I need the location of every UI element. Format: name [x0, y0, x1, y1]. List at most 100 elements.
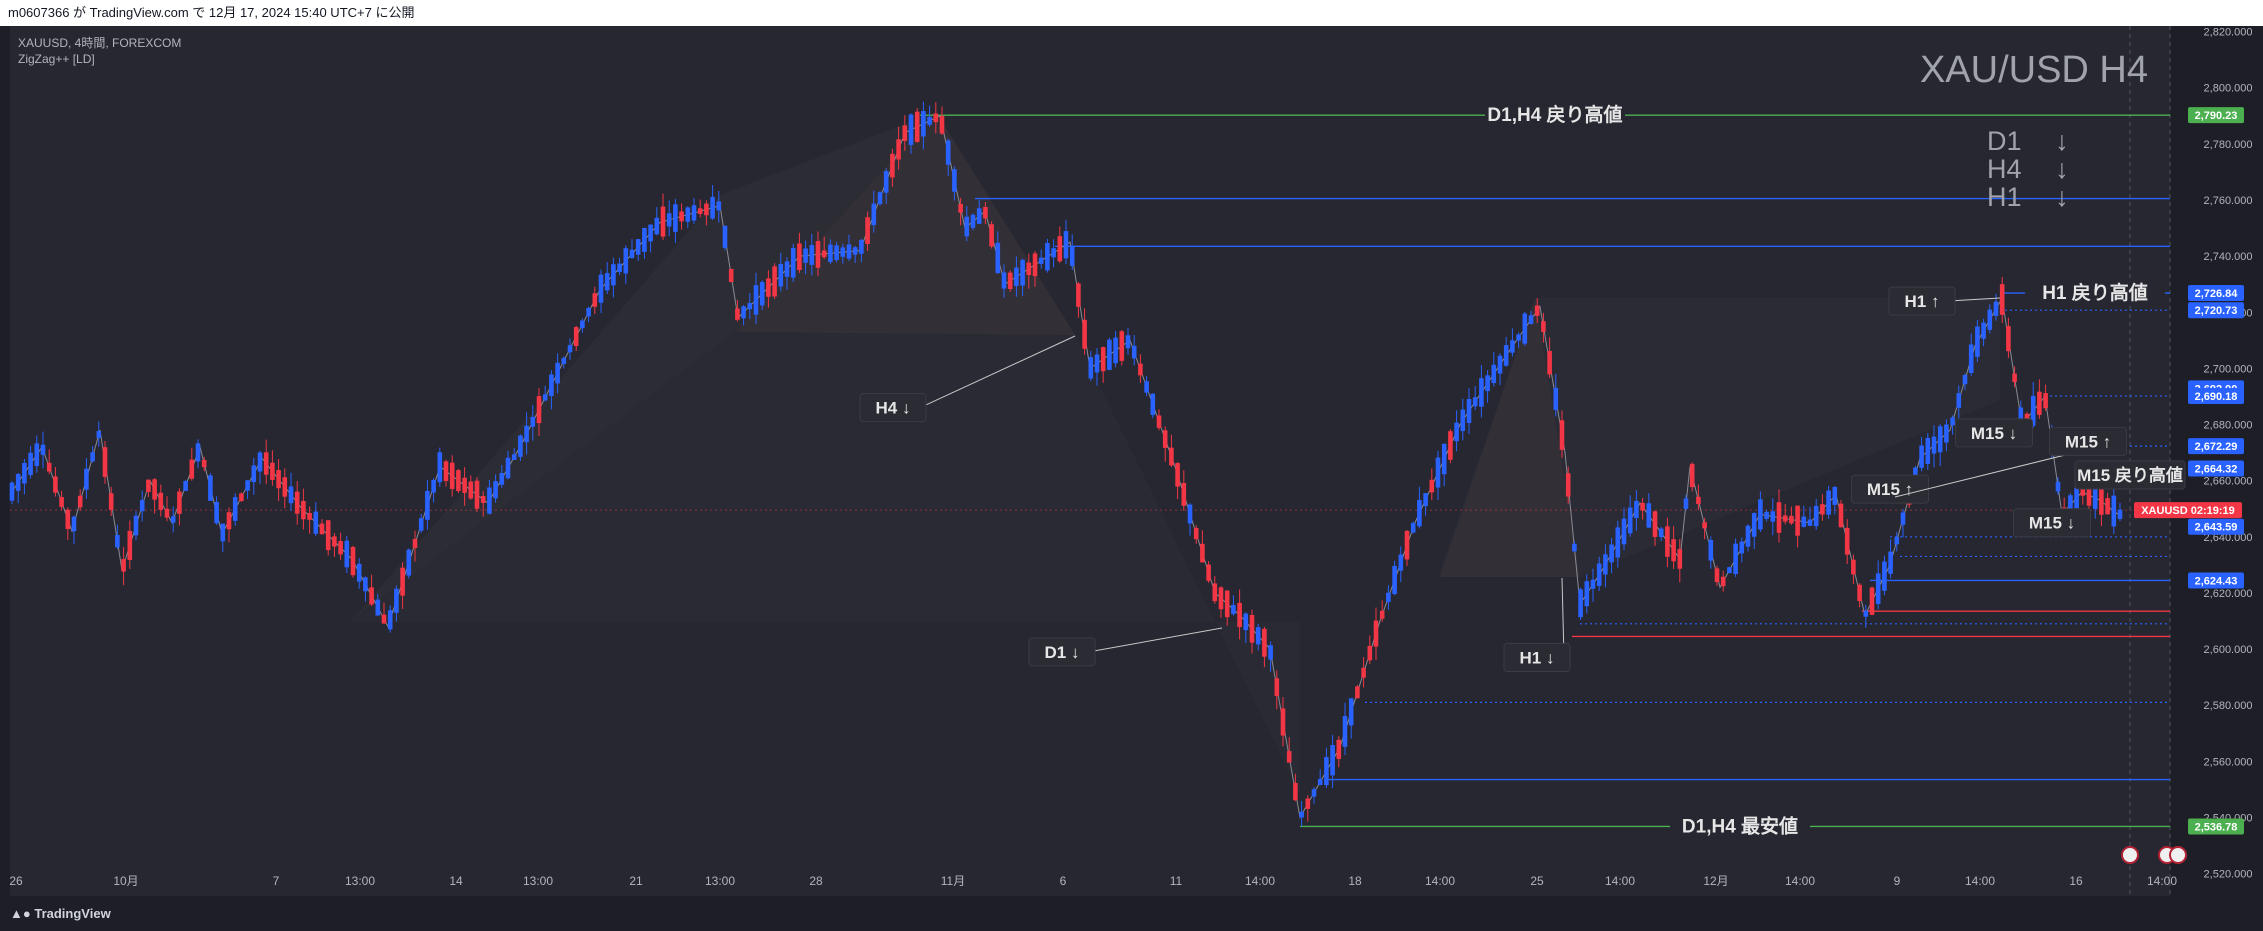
candle-body — [1243, 613, 1249, 631]
price-tag-label: XAUUSD 02:19:19 — [2141, 505, 2235, 517]
candle-body — [1528, 315, 1534, 324]
candle-body — [1782, 515, 1788, 522]
candle-body — [437, 452, 443, 483]
x-tick-label: 10月 — [113, 874, 138, 888]
zigzag-zone — [1438, 298, 2000, 577]
zigzag-zone — [736, 112, 1075, 335]
candle-body — [1770, 511, 1776, 522]
us-flag-event-icon — [2121, 846, 2139, 864]
symbol-info[interactable]: XAUUSD, 4時間, FOREXCOM — [18, 36, 182, 50]
candle-body — [1807, 519, 1813, 526]
candle-body — [1336, 739, 1342, 759]
summary-arrow: ↓ — [2055, 182, 2069, 212]
candle-body — [1590, 579, 1596, 589]
candle-body — [1392, 565, 1397, 595]
y-tick-label: 2,580.000 — [2204, 700, 2253, 712]
x-tick-label: 25 — [1530, 874, 1544, 888]
candle-body — [691, 205, 697, 221]
x-tick-label: 16 — [2069, 874, 2083, 888]
indicator-legend[interactable]: ZigZag++ [LD] — [18, 52, 95, 66]
x-tick-label: 14:00 — [2147, 874, 2177, 888]
candle-body — [394, 588, 399, 613]
annotation-box — [2074, 460, 2186, 490]
candle-body — [1981, 322, 1986, 339]
candle-body — [803, 248, 808, 263]
candle-body — [2030, 395, 2036, 426]
candle-body — [945, 140, 951, 165]
candle-body — [1745, 525, 1751, 547]
candle-body — [1677, 549, 1683, 569]
candle-body — [505, 457, 511, 479]
x-tick-label: 14:00 — [1785, 874, 1815, 888]
candle-body — [1696, 496, 1701, 505]
candle-body — [1113, 337, 1118, 364]
candle-body — [164, 508, 170, 518]
candle-body — [877, 192, 883, 205]
candle-body — [1820, 504, 1825, 515]
candle-body — [96, 431, 102, 438]
candle-body — [1578, 589, 1583, 618]
candle-body — [735, 308, 740, 320]
x-tick-label: 14:00 — [1425, 874, 1455, 888]
candle-body — [1274, 678, 1280, 697]
candle-body — [1268, 645, 1273, 660]
candle-body — [1417, 499, 1422, 527]
x-tick-label: 28 — [809, 874, 823, 888]
candle-body — [1919, 445, 1924, 468]
candle-body — [865, 217, 870, 245]
candle-body — [1144, 381, 1149, 393]
candle-body — [2024, 413, 2030, 424]
candle-body — [418, 518, 424, 531]
summary-timeframe: H4 — [1987, 154, 2022, 184]
candle-body — [1212, 583, 1218, 602]
candle-body — [604, 273, 610, 291]
candle-body — [1057, 236, 1063, 262]
candle-body — [208, 475, 213, 501]
candle-body — [65, 509, 71, 530]
candle-body — [976, 208, 982, 224]
x-tick-label: 21 — [629, 874, 643, 888]
candle-body — [2018, 407, 2024, 427]
candle-body — [127, 530, 133, 560]
brand-label: TradingView — [34, 906, 111, 921]
candle-body — [1497, 355, 1503, 374]
candle-body — [232, 497, 238, 521]
candle-body — [1076, 283, 1081, 307]
x-tick-label: 6 — [1060, 874, 1067, 888]
price-tag — [2188, 460, 2244, 477]
annotation-label: H1 ↓ — [1520, 648, 1555, 667]
candle-body — [1634, 500, 1639, 519]
candle-body — [1714, 568, 1720, 583]
y-tick-label: 2,820.000 — [2204, 27, 2253, 39]
candle-body — [1894, 537, 1900, 545]
candle-body — [995, 242, 1001, 274]
y-tick-label: 2,700.000 — [2204, 363, 2253, 375]
tradingview-logo-icon: ▲● — [10, 906, 31, 921]
candle-body — [1317, 779, 1323, 785]
y-tick-label: 2,520.000 — [2204, 869, 2253, 881]
candle-body — [1702, 522, 1707, 529]
candle-body — [133, 515, 139, 536]
candle-body — [1844, 527, 1850, 555]
candle-body — [623, 248, 629, 274]
candle-body — [1491, 364, 1497, 384]
candle-body — [1131, 345, 1137, 359]
candle-body — [15, 474, 21, 491]
candle-body — [2074, 487, 2079, 509]
candle-body — [722, 225, 728, 248]
candle-body — [1615, 527, 1621, 558]
candle-body — [1255, 627, 1261, 645]
candle-body — [914, 111, 920, 142]
candle-body — [338, 541, 343, 555]
candle-body — [741, 306, 746, 319]
candle-body — [1175, 463, 1180, 487]
candle-body — [40, 444, 46, 455]
candle-body — [1045, 243, 1050, 271]
candle-body — [177, 491, 182, 514]
candle-body — [84, 468, 89, 490]
candle-body — [1026, 262, 1032, 276]
candle-body — [1975, 326, 1980, 357]
candle-body — [1813, 505, 1819, 527]
candle-body — [549, 374, 554, 397]
candle-body — [1299, 811, 1304, 818]
